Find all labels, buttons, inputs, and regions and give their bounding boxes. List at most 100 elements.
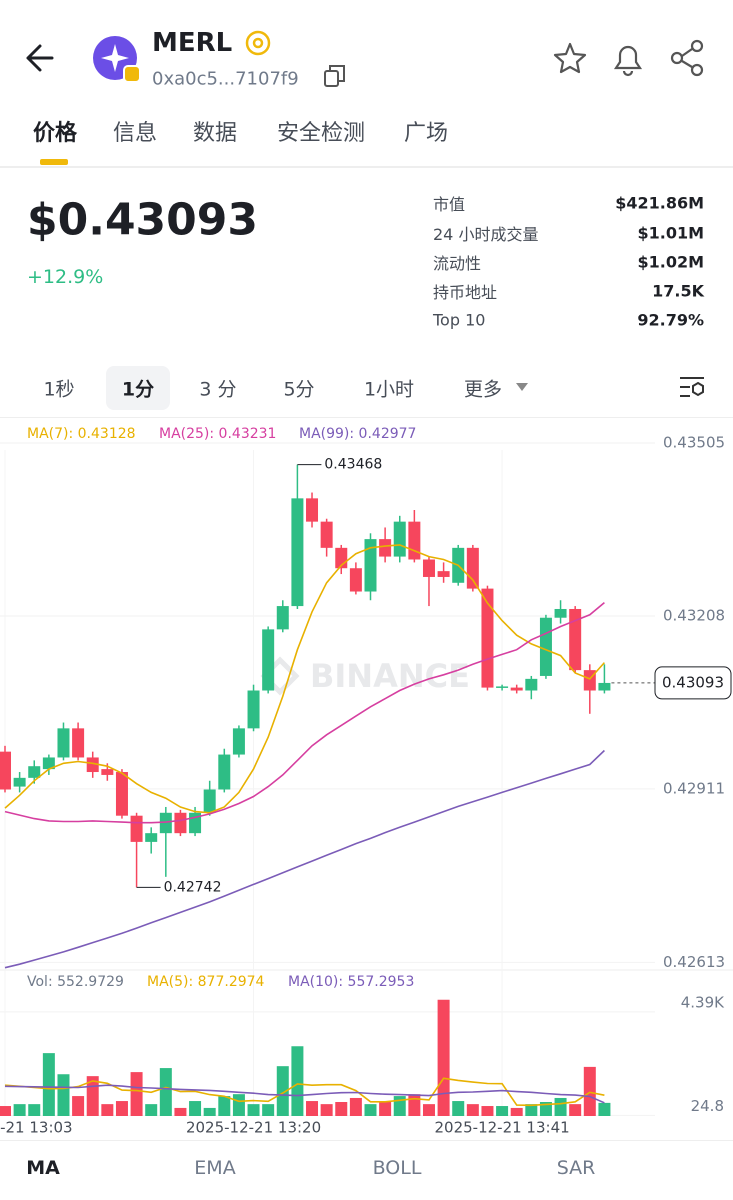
volume-bar (159, 1068, 172, 1116)
volume-bar (218, 1096, 231, 1116)
token-address: 0xa0c5...7107f9 (152, 68, 299, 90)
copy-icon[interactable] (324, 70, 339, 87)
ma-legend: MA(25): 0.43231 (159, 426, 276, 442)
back-icon[interactable] (26, 44, 54, 72)
header-icons (0, 30, 733, 418)
chart: BINANCE 0.43505 0.43208 0.42911 0.42613 4.39K… (0, 426, 733, 1137)
volume-legend: Vol: 552.9729 (27, 974, 124, 990)
candle-body (57, 728, 70, 758)
volume-bar (101, 1104, 114, 1116)
candle-body (598, 682, 611, 691)
volume-bar (291, 1046, 304, 1116)
candle-body (349, 568, 362, 592)
current-price-label: 0.43093 (662, 673, 724, 691)
volume-bar (174, 1107, 187, 1116)
candle-body (262, 629, 275, 691)
interval[interactable]: 1秒 (43, 378, 75, 401)
volume-bar (496, 1106, 509, 1116)
candle-body (379, 539, 392, 557)
y-tick-label: 4.39K (681, 993, 725, 1011)
volume-bar (583, 1066, 596, 1116)
indicator-tab[interactable]: EMA (194, 1157, 236, 1179)
chart-settings-icon[interactable] (680, 377, 704, 397)
candle-body (466, 547, 479, 589)
interval-selected-bg (106, 366, 170, 410)
volume-bar (0, 1106, 11, 1116)
volume-bar (130, 1072, 143, 1116)
volume-bar (57, 1074, 70, 1116)
at-icon (245, 30, 271, 56)
volume-ma-legend: MA(10): 557.2953 (288, 974, 414, 990)
volume-bar (437, 999, 450, 1116)
share-icon[interactable] (690, 39, 704, 53)
candle-body (496, 686, 509, 688)
watermark: BINANCE (310, 657, 470, 695)
candle-body (42, 757, 55, 770)
chain-badge (123, 65, 141, 83)
candle-body (159, 812, 172, 834)
stat-value: $1.02M (637, 252, 704, 272)
volume-bar (525, 1104, 538, 1116)
candle-body (232, 728, 245, 755)
low-label: 0.42742 (164, 879, 222, 895)
share-node (690, 63, 704, 77)
volume-bar (42, 1053, 55, 1116)
x-tick-label: 2025-12-21 13:41 (434, 1119, 569, 1137)
price-change: +12.9% (27, 266, 104, 288)
volume-bar (422, 1104, 435, 1116)
candle-body (364, 539, 377, 592)
interval[interactable]: 1小时 (363, 378, 415, 401)
candle-body (422, 559, 435, 577)
share-node (670, 51, 684, 65)
interval[interactable]: 更多 (463, 378, 503, 401)
tab[interactable]: 数据 (192, 121, 238, 146)
volume-bar (539, 1102, 552, 1116)
volume-bar (452, 1101, 465, 1116)
candle-body (539, 617, 552, 676)
star-icon[interactable] (553, 42, 587, 74)
volume-bar (262, 1104, 275, 1116)
indicator-tab[interactable]: MA (26, 1157, 60, 1179)
candle-body (218, 754, 231, 790)
candle-body (101, 769, 114, 775)
ma-legend: MA(99): 0.42977 (299, 426, 416, 442)
tab[interactable]: 安全检测 (276, 121, 366, 146)
volume-ma-line (4, 1084, 605, 1104)
volume-bar (510, 1107, 523, 1116)
volume-bar (364, 1104, 377, 1116)
stat-label: 持币地址 (433, 283, 498, 302)
ma-line (4, 601, 605, 824)
candle-body (130, 815, 143, 842)
volume-bar (349, 1097, 362, 1116)
volume-bar (28, 1104, 41, 1116)
interval[interactable]: 3 分 (199, 378, 237, 401)
volume-bar (306, 1101, 319, 1116)
stat-value: $1.01M (637, 223, 704, 243)
tab[interactable]: 价格 (32, 121, 78, 146)
candle-body (393, 521, 406, 557)
indicator-tab[interactable]: BOLL (372, 1157, 422, 1179)
tab[interactable]: 信息 (112, 121, 158, 146)
token-name: MERL (152, 28, 233, 58)
candle-body (291, 498, 304, 607)
volume-bar (481, 1106, 494, 1116)
candle-body (145, 833, 158, 842)
candle-body (203, 789, 216, 813)
volume-bar (189, 1101, 202, 1116)
volume-bar (379, 1101, 392, 1116)
candle-body (554, 608, 567, 618)
dropdown-icon[interactable] (516, 383, 528, 391)
volume-bar (569, 1104, 582, 1116)
bell-icon[interactable] (613, 45, 643, 77)
interval[interactable]: 5分 (283, 378, 315, 401)
interval[interactable]: 1分 (121, 378, 155, 401)
tab[interactable]: 广场 (403, 121, 449, 146)
indicator-tab[interactable]: SAR (556, 1157, 596, 1179)
candle-body (276, 606, 289, 630)
candle-body (28, 766, 41, 778)
volume-bar (232, 1094, 245, 1116)
ma-legend: MA(7): 0.43128 (27, 426, 136, 442)
copy-icon-back (329, 65, 345, 82)
ma-line (4, 749, 605, 969)
price: $0.43093 (27, 194, 259, 246)
